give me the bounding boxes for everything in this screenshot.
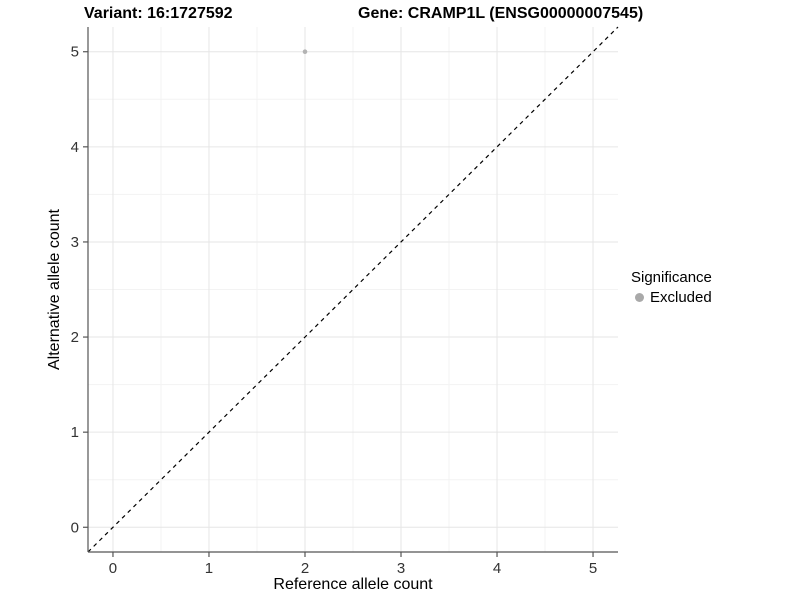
data-point-excluded xyxy=(302,49,308,55)
legend-item-label: Excluded xyxy=(650,289,712,306)
x-tick-label: 1 xyxy=(205,560,213,577)
y-tick-label: 0 xyxy=(71,519,79,536)
y-tick-label: 3 xyxy=(71,234,79,251)
x-axis-title: Reference allele count xyxy=(273,576,433,593)
x-tick-label: 2 xyxy=(301,560,309,577)
excluded-point-icon xyxy=(635,293,644,302)
variant-title: Variant: 16:1727592 xyxy=(84,5,233,22)
y-tick-label: 5 xyxy=(71,44,79,61)
x-tick-label: 4 xyxy=(493,560,501,577)
legend: Significance Excluded xyxy=(631,269,712,306)
x-tick-label: 3 xyxy=(397,560,405,577)
x-tick-label: 0 xyxy=(109,560,117,577)
y-tick-label: 4 xyxy=(71,139,79,156)
legend-title: Significance xyxy=(631,269,712,286)
gene-title: Gene: CRAMP1L (ENSG00000007545) xyxy=(358,5,644,22)
y-tick-label: 1 xyxy=(71,424,79,441)
y-tick-label: 2 xyxy=(71,329,79,346)
legend-item-excluded: Excluded xyxy=(631,289,712,306)
x-tick-label: 5 xyxy=(589,560,597,577)
y-axis-title: Alternative allele count xyxy=(46,208,63,370)
